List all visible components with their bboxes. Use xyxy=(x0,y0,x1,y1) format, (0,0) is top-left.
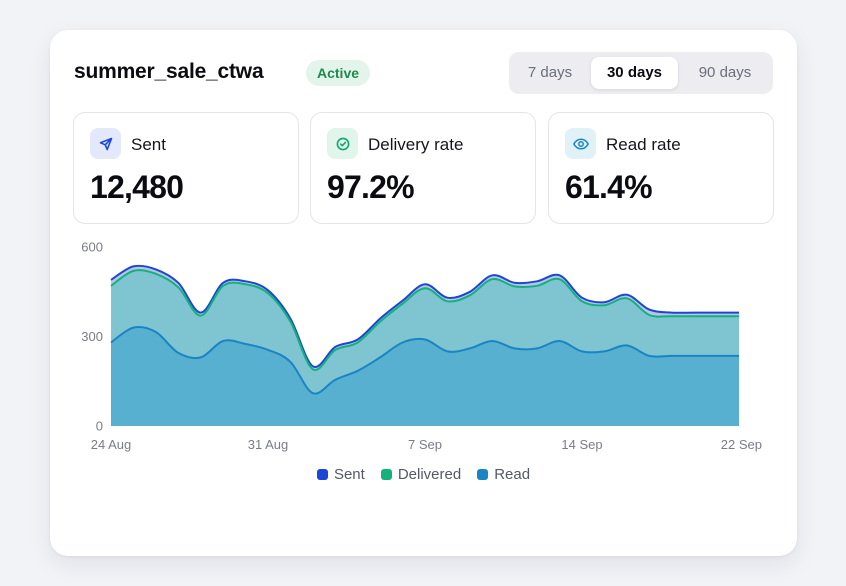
stat-label: Delivery rate xyxy=(368,135,464,154)
y-tick-label: 300 xyxy=(81,329,103,344)
send-icon xyxy=(90,128,121,159)
stat-value: 61.4% xyxy=(565,169,653,205)
legend-swatch-delivered xyxy=(380,469,392,480)
stat-value: 12,480 xyxy=(90,169,184,205)
x-tick-label: 7 Sep xyxy=(408,437,442,452)
stat-label: Sent xyxy=(131,135,166,154)
chart-legend: Sent Delivered Read xyxy=(50,466,797,483)
legend-swatch-sent xyxy=(316,469,328,480)
date-range-selector: 7 days 30 days 90 days xyxy=(509,52,773,94)
legend-label-delivered: Delivered xyxy=(397,466,462,483)
campaign-card: summer_sale_ctwa Active 7 days 30 days 9… xyxy=(50,30,797,556)
check-circle-icon xyxy=(327,128,358,159)
legend-item-read[interactable]: Read xyxy=(477,466,530,483)
status-badge: Active xyxy=(306,60,371,86)
legend-item-sent[interactable]: Sent xyxy=(316,466,365,483)
y-tick-label: 600 xyxy=(81,240,103,255)
range-tab-30-days[interactable]: 30 days xyxy=(591,57,678,89)
y-tick-label: 0 xyxy=(96,419,103,434)
range-tab-90-days[interactable]: 90 days xyxy=(698,64,752,81)
stat-value: 97.2% xyxy=(327,169,415,205)
x-tick-label: 24 Aug xyxy=(91,437,132,452)
stat-card-sent: Sent 12,480 xyxy=(73,112,299,224)
line-delivered xyxy=(110,269,740,371)
legend-label-sent: Sent xyxy=(333,466,365,483)
campaign-title: summer_sale_ctwa xyxy=(74,60,264,83)
line-sent xyxy=(110,264,739,368)
x-tick-label: 14 Sep xyxy=(561,437,602,452)
legend-swatch-read xyxy=(477,469,489,480)
legend-item-delivered[interactable]: Delivered xyxy=(380,466,462,483)
card-header: summer_sale_ctwa Active 7 days 30 days 9… xyxy=(74,52,773,94)
range-tab-7-days[interactable]: 7 days xyxy=(527,64,573,81)
x-tick-label: 31 Aug xyxy=(248,437,289,452)
message-funnel-chart: 0 300 600 24 Aug 31 Aug 7 Sep 14 Sep 22 Sep xyxy=(81,240,762,453)
stat-label: Read rate xyxy=(606,135,681,154)
eye-icon xyxy=(565,128,596,159)
stat-card-read-rate: Read rate 61.4% xyxy=(548,112,774,224)
stat-card-delivery-rate: Delivery rate 97.2% xyxy=(310,112,536,224)
line-read xyxy=(110,325,739,395)
legend-label-read: Read xyxy=(494,466,531,483)
x-tick-label: 22 Sep xyxy=(721,437,762,452)
